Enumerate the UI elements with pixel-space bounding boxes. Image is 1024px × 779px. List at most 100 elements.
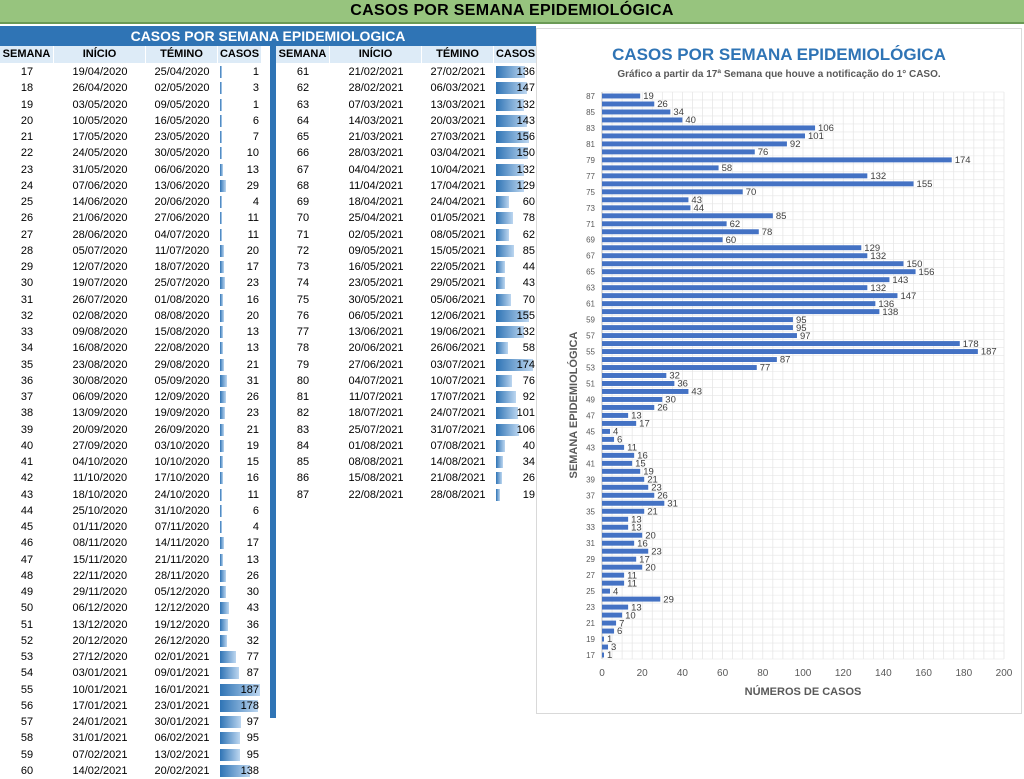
casos-databar	[220, 439, 225, 452]
semana-cell: 21	[20, 131, 34, 143]
casos-databar	[496, 98, 525, 111]
y-tick-label: 59	[586, 316, 595, 325]
casos-value: 7	[252, 131, 259, 143]
bar-semana-75	[602, 189, 743, 195]
casos-databar	[496, 488, 501, 501]
casos-cell: 13	[218, 340, 262, 356]
casos-value: 19	[522, 488, 535, 501]
termino-cell: 13/02/2021	[154, 748, 210, 761]
bar-semana-64	[602, 277, 890, 283]
y-tick-label: 47	[586, 411, 595, 420]
bar-value-label: 132	[870, 283, 886, 294]
casos-databar	[220, 98, 222, 111]
casos-cell: 143	[494, 113, 538, 129]
semana-cell: 75	[296, 293, 310, 306]
semana-cell: 77	[296, 326, 310, 338]
casos-value: 19	[246, 439, 259, 452]
termino-cell: 26/09/2020	[154, 423, 210, 436]
termino-cell: 10/10/2020	[154, 456, 210, 468]
casos-databar	[496, 374, 513, 387]
y-tick-label: 51	[586, 379, 595, 388]
bar-semana-30	[602, 548, 649, 554]
casos-databar	[496, 82, 528, 95]
casos-databar	[220, 163, 223, 176]
casos-cell: 36	[218, 617, 262, 633]
termino-cell: 16/01/2021	[154, 683, 210, 696]
casos-value: 85	[522, 244, 535, 257]
casos-cell: 6	[218, 503, 262, 519]
inicio-cell: 21/06/2020	[72, 212, 128, 225]
semana-cell: 58	[20, 732, 34, 745]
x-tick-label: 180	[955, 668, 972, 679]
bar-value-label: 147	[900, 291, 916, 302]
semana-cell: 86	[296, 472, 310, 485]
y-tick-label: 29	[586, 555, 595, 564]
casos-databar	[496, 114, 527, 127]
casos-databar	[220, 196, 222, 208]
termino-cell: 18/07/2020	[154, 261, 210, 273]
semana-cell: 43	[20, 488, 34, 501]
casos-databar	[496, 326, 525, 338]
semana-cell: 63	[296, 98, 310, 111]
bar-semana-32	[602, 532, 643, 538]
casos-databar	[496, 439, 505, 452]
bar-value-label: 87	[780, 355, 791, 366]
casos-cell: 34	[494, 454, 538, 470]
casos-databar	[220, 569, 226, 582]
semana-cell: 83	[296, 423, 310, 436]
semana-cell: 17	[20, 66, 34, 78]
bar-semana-25	[602, 588, 611, 594]
bar-value-label: 34	[673, 107, 684, 118]
termino-cell: 23/05/2020	[154, 131, 210, 143]
bar-semana-17	[602, 652, 605, 658]
bar-semana-18	[602, 644, 609, 650]
casos-databar	[220, 179, 227, 192]
y-tick-label: 63	[586, 284, 595, 293]
semana-cell: 30	[20, 277, 34, 290]
casos-cell: 4	[218, 194, 262, 210]
casos-value: 77	[246, 651, 259, 663]
casos-value: 4	[252, 196, 259, 208]
inicio-cell: 11/07/2021	[348, 391, 404, 403]
casos-cell: 26	[218, 568, 262, 584]
bar-value-label: 155	[917, 179, 933, 190]
casos-cell: 13	[218, 552, 262, 568]
bar-value-label: 132	[870, 251, 886, 262]
bar-semana-80	[602, 149, 755, 155]
casos-value: 58	[522, 342, 535, 355]
casos-databar	[220, 358, 225, 371]
termino-cell: 19/12/2020	[154, 618, 210, 631]
termino-cell: 27/06/2020	[154, 212, 210, 225]
casos-databar	[220, 407, 225, 420]
casos-databar	[496, 261, 506, 273]
semana-cell: 47	[20, 553, 34, 566]
bar-semana-39	[602, 476, 645, 482]
x-tick-label: 120	[835, 668, 852, 679]
inicio-cell: 27/06/2021	[348, 358, 404, 371]
termino-cell: 13/03/2021	[430, 98, 486, 111]
bar-semana-66	[602, 261, 904, 267]
termino-cell: 28/11/2020	[154, 569, 210, 582]
casos-cell: 106	[494, 422, 538, 438]
casos-value: 6	[252, 114, 259, 127]
termino-cell: 24/04/2021	[430, 196, 486, 208]
termino-cell: 22/05/2021	[430, 261, 486, 273]
y-tick-label: 35	[586, 507, 595, 516]
bar-semana-36	[602, 500, 665, 506]
bar-semana-65	[602, 269, 916, 275]
casos-cell: 23	[218, 275, 262, 291]
inicio-cell: 31/05/2020	[72, 163, 128, 176]
y-tick-label: 25	[586, 587, 595, 596]
casos-value: 97	[246, 716, 259, 728]
bar-semana-86	[602, 101, 655, 107]
termino-cell: 19/09/2020	[154, 407, 210, 420]
casos-databar	[496, 179, 524, 192]
casos-value: 138	[240, 764, 259, 777]
casos-cell: 138	[218, 763, 262, 779]
inicio-cell: 14/02/2021	[72, 764, 128, 777]
casos-databar	[220, 131, 222, 143]
bar-value-label: 30	[665, 395, 676, 406]
inicio-cell: 03/01/2021	[72, 667, 128, 680]
casos-value: 21	[246, 423, 259, 436]
casos-value: 26	[246, 569, 259, 582]
